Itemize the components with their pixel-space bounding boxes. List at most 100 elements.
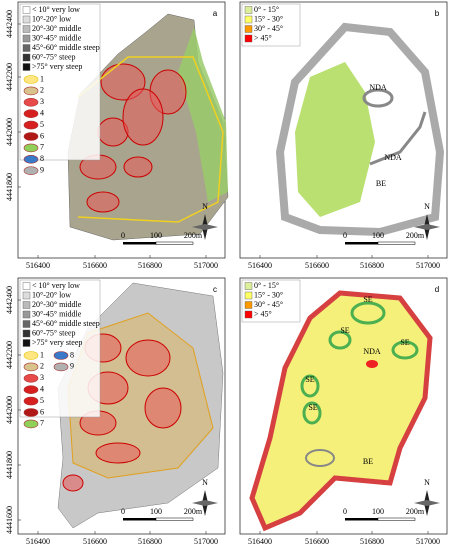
legend-symbol bbox=[23, 120, 39, 130]
legend-label: 20°-30° middle bbox=[32, 300, 82, 309]
legend-swatch bbox=[244, 25, 253, 33]
scale-label: 0 bbox=[343, 231, 347, 240]
x-coordinate: 516800 bbox=[360, 537, 384, 546]
scale-bar bbox=[377, 241, 416, 245]
legend-symbol bbox=[23, 408, 39, 417]
legend-label: 0° - 15° bbox=[254, 281, 279, 290]
map-label: BE bbox=[363, 457, 373, 466]
se-zone bbox=[300, 374, 320, 398]
se-zone bbox=[350, 301, 386, 325]
x-coordinate: 516600 bbox=[305, 261, 329, 270]
map-label: SE bbox=[308, 403, 317, 412]
legend-number: 5 bbox=[40, 120, 44, 129]
scale-bar bbox=[155, 517, 194, 521]
legend-symbol bbox=[23, 396, 39, 406]
landslide bbox=[86, 191, 120, 213]
legend-swatch bbox=[22, 282, 31, 290]
legend-symbol bbox=[23, 143, 39, 153]
legend-swatch bbox=[22, 310, 31, 319]
legend-symbol bbox=[23, 109, 39, 118]
legend-number: 9 bbox=[40, 166, 44, 175]
north-arrow bbox=[192, 224, 218, 230]
y-coordinate: 4441600 bbox=[5, 506, 14, 534]
map-label: NDA bbox=[384, 153, 402, 162]
panel-letter: b bbox=[435, 9, 440, 18]
be-zone bbox=[305, 449, 335, 467]
landslide bbox=[125, 339, 171, 377]
legend-symbol bbox=[23, 75, 39, 84]
legend-number: 9 bbox=[70, 362, 74, 371]
scale-label: 200m bbox=[184, 507, 203, 516]
legend-symbol bbox=[23, 419, 39, 429]
legend-label: >75° very steep bbox=[32, 338, 82, 347]
legend-label: 30° - 45° bbox=[254, 24, 283, 33]
map-panel: 0° - 15°15° - 30°30° - 45°> 45° d SE SE SE ND… bbox=[239, 277, 448, 546]
legend-label: 15° - 30° bbox=[254, 290, 283, 299]
legend-label: 30°-45° middle bbox=[32, 309, 82, 318]
legend-number: 5 bbox=[40, 396, 44, 405]
x-coordinate: 516800 bbox=[360, 261, 384, 270]
gentle-slope bbox=[295, 62, 375, 217]
north-arrow bbox=[192, 500, 218, 506]
legend-symbol bbox=[23, 155, 39, 164]
north-label: N bbox=[202, 478, 208, 487]
legend-label: < 10° very low bbox=[32, 5, 80, 14]
legend-label: 30° - 45° bbox=[254, 300, 283, 309]
map-label: NDA bbox=[363, 347, 381, 356]
legend-swatch bbox=[22, 34, 31, 43]
y-coordinate: 4442000 bbox=[5, 396, 14, 424]
legend-label: >75° very steep bbox=[32, 62, 82, 71]
scale-label: 0 bbox=[121, 231, 125, 240]
legend-symbol bbox=[23, 362, 39, 372]
legend-number: 7 bbox=[40, 143, 44, 152]
landslide bbox=[122, 88, 164, 146]
legend-label: 45°-60° middle steep bbox=[32, 319, 100, 328]
map-label: SE bbox=[340, 326, 349, 335]
legend-label: > 45° bbox=[254, 309, 272, 318]
legend-label: 60°-75° steep bbox=[32, 52, 76, 61]
legend-label: 60°-75° steep bbox=[32, 328, 76, 337]
x-coordinate: 516600 bbox=[305, 537, 329, 546]
x-coordinate: 516400 bbox=[26, 537, 50, 546]
legend-symbol bbox=[53, 362, 69, 372]
scale-label: 200m bbox=[406, 507, 425, 516]
map-label: SE bbox=[400, 338, 409, 347]
x-coordinate: 516600 bbox=[83, 537, 107, 546]
y-coordinate: 4442200 bbox=[5, 63, 14, 91]
north-arrow bbox=[414, 224, 440, 230]
nda-zone bbox=[369, 111, 427, 166]
legend-swatch bbox=[244, 310, 253, 319]
north-label: N bbox=[202, 202, 208, 211]
legend-label: 20°-30° middle bbox=[32, 24, 82, 33]
north-arrow bbox=[414, 500, 440, 506]
legend-number: 1 bbox=[40, 350, 44, 359]
red-patch bbox=[366, 360, 378, 368]
legend-swatch bbox=[244, 282, 253, 290]
north-label: N bbox=[424, 202, 430, 211]
panel-letter: d bbox=[435, 285, 439, 294]
legend-number: 8 bbox=[40, 154, 44, 163]
se-zone bbox=[391, 340, 419, 360]
legend-label: 15° - 30° bbox=[254, 14, 283, 23]
legend-swatch bbox=[22, 44, 31, 52]
scale-label: 0 bbox=[121, 507, 125, 516]
legend-number: 7 bbox=[40, 419, 44, 428]
se-zone bbox=[302, 401, 322, 425]
map-label: BE bbox=[376, 179, 386, 188]
scale-bar bbox=[155, 241, 194, 245]
landslide bbox=[144, 387, 182, 429]
legend-label: 10°-20° low bbox=[32, 290, 71, 299]
legend-symbol bbox=[23, 351, 39, 360]
x-coordinate: 516600 bbox=[83, 261, 107, 270]
se-zone bbox=[328, 330, 352, 350]
nda-zone bbox=[362, 88, 394, 108]
boundary bbox=[77, 56, 224, 223]
legend-swatch bbox=[244, 291, 253, 300]
north-label: N bbox=[424, 478, 430, 487]
legend-number: 4 bbox=[40, 385, 44, 394]
scale-bar bbox=[345, 518, 378, 521]
y-coordinate: 4441800 bbox=[5, 451, 14, 479]
